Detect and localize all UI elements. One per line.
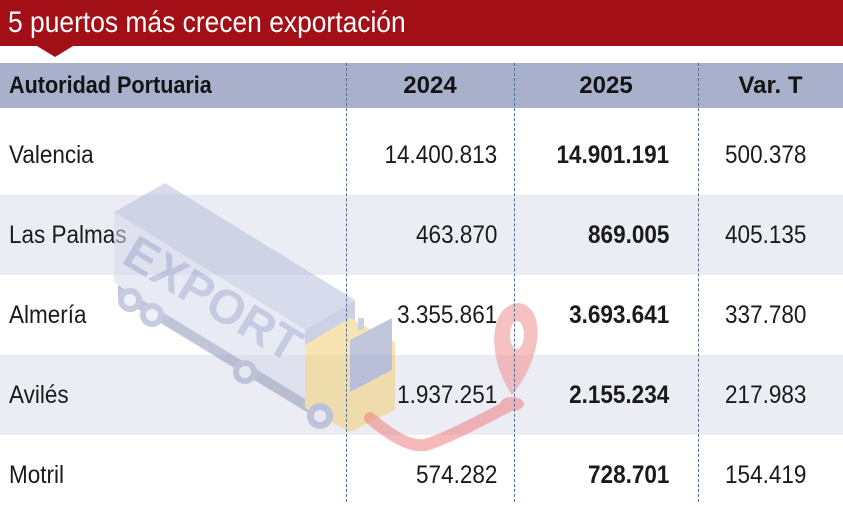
port-name: Las Palmas (9, 221, 127, 249)
value-var: 154.419 (724, 461, 806, 489)
port-name: Avilés (9, 381, 69, 409)
value-2025: 869.005 (587, 221, 669, 249)
value-var: 337.780 (724, 301, 806, 329)
header-2024: 2024 (403, 72, 457, 99)
value-2024: 574.282 (415, 461, 497, 489)
value-2024: 463.870 (415, 221, 497, 249)
value-2024: 14.400.813 (384, 141, 497, 169)
header-2025: 2025 (579, 72, 633, 99)
header-var: Var. T (738, 72, 803, 99)
table-row: Valencia 14.400.813 14.901.191 500.378 (0, 115, 843, 195)
value-2025: 3.693.641 (568, 301, 669, 329)
value-2025: 2.155.234 (568, 381, 669, 409)
table-row: Las Palmas 463.870 869.005 405.135 (0, 195, 843, 275)
table-row: Motril 574.282 728.701 154.419 (0, 435, 843, 515)
value-2025: 728.701 (587, 461, 669, 489)
value-var: 217.983 (724, 381, 806, 409)
value-2024: 3.355.861 (396, 301, 497, 329)
page-title: 5 puertos más crecen exportación (8, 6, 406, 39)
column-divider (698, 63, 699, 502)
value-2025: 14.901.191 (556, 141, 669, 169)
port-name: Motril (9, 461, 64, 489)
column-divider (514, 63, 515, 502)
value-var: 500.378 (724, 141, 806, 169)
port-name: Valencia (9, 141, 94, 169)
table-row: Almería 3.355.861 3.693.641 337.780 (0, 275, 843, 355)
column-divider (346, 63, 347, 502)
value-var: 405.135 (724, 221, 806, 249)
header-port: Autoridad Portuaria (9, 72, 212, 99)
title-bar: 5 puertos más crecen exportación (0, 0, 843, 46)
port-name: Almería (9, 301, 87, 329)
value-2024: 1.937.251 (396, 381, 497, 409)
table-header: Autoridad Portuaria 2024 2025 Var. T (0, 63, 843, 108)
title-pointer (37, 46, 73, 57)
table-row: Avilés 1.937.251 2.155.234 217.983 (0, 355, 843, 435)
